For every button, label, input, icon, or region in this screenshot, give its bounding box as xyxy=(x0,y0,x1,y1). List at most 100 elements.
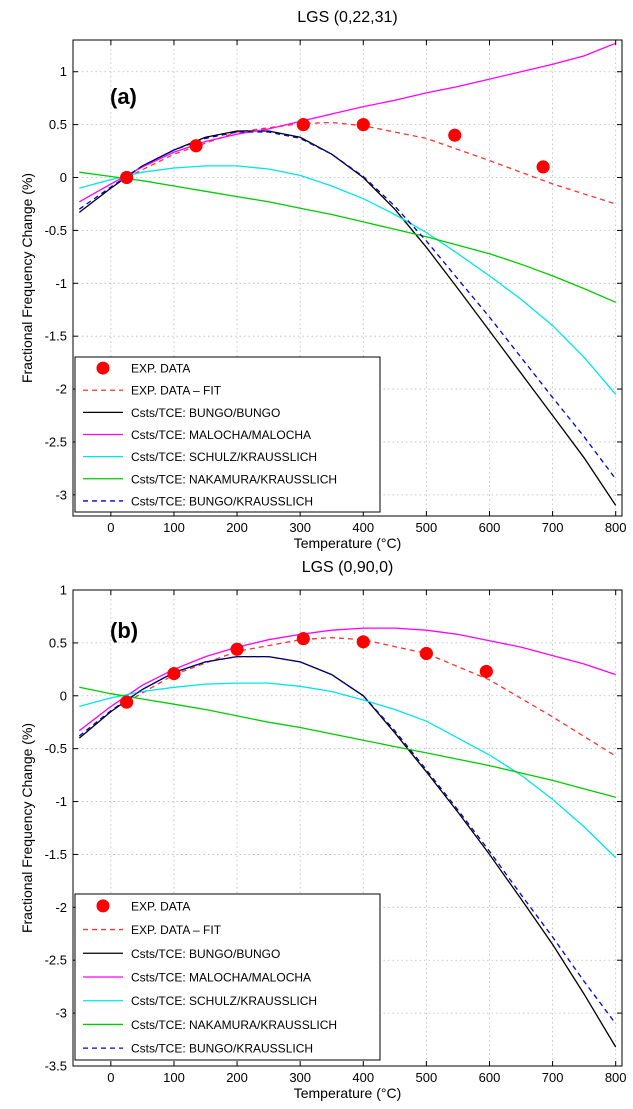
legend-item: EXP. DATA – FIT xyxy=(83,923,222,937)
data-point xyxy=(296,632,310,646)
series-line xyxy=(79,171,616,303)
legend-box xyxy=(74,356,381,513)
y-tick-label: -1.5 xyxy=(45,329,67,344)
series-line xyxy=(78,42,616,203)
data-point xyxy=(448,128,462,142)
x-tick-label: 300 xyxy=(289,520,311,535)
chart-title: LGS (0,90,0) xyxy=(302,559,394,576)
data-point xyxy=(120,171,134,185)
y-tick-label: -2 xyxy=(55,382,67,397)
x-tick-label: 500 xyxy=(416,520,438,535)
legend-label: Csts/TCE: NAKAMURA/KRAUSSLICH xyxy=(131,1018,337,1032)
legend-item: Csts/TCE: SCHULZ/KRAUSSLICH xyxy=(83,994,317,1008)
y-tick-label: 1 xyxy=(60,583,67,598)
legend-label: Csts/TCE: SCHULZ/KRAUSSLICH xyxy=(131,994,317,1008)
legend-item: Csts/TCE: NAKAMURA/KRAUSSLICH xyxy=(83,1018,337,1032)
data-point xyxy=(479,664,493,678)
legend-item: Csts/TCE: BUNGO/KRAUSSLICH xyxy=(83,494,313,508)
data-point xyxy=(356,118,370,132)
chart-title: LGS (0,22,31) xyxy=(297,9,398,26)
legend-label: Csts/TCE: BUNGO/KRAUSSLICH xyxy=(131,1042,313,1056)
x-axis-label: Temperature (°C) xyxy=(294,1085,402,1101)
legend-item: Csts/TCE: NAKAMURA/KRAUSSLICH xyxy=(83,472,337,486)
series-line xyxy=(78,130,617,506)
x-tick-label: 0 xyxy=(107,520,114,535)
legend-item: EXP. DATA xyxy=(96,361,190,376)
legend-item: EXP. DATA xyxy=(96,899,190,913)
legend-item: EXP. DATA – FIT xyxy=(83,384,222,398)
panel-label: (a) xyxy=(110,84,137,109)
data-point xyxy=(356,635,370,649)
legend-item: Csts/TCE: BUNGO/BUNGO xyxy=(83,406,280,420)
legend-marker xyxy=(96,899,110,913)
legend-label: Csts/TCE: MALOCHA/MALOCHA xyxy=(131,428,311,442)
x-tick-label: 200 xyxy=(226,1070,248,1085)
plot-frame xyxy=(72,589,623,1067)
data-point xyxy=(536,160,550,174)
legend-marker xyxy=(96,361,110,375)
y-tick-label: -1.5 xyxy=(45,847,67,862)
y-axis-label: Fractional Frequency Change (%) xyxy=(19,723,35,933)
legend-label: EXP. DATA xyxy=(131,362,190,376)
legend-item: Csts/TCE: MALOCHA/MALOCHA xyxy=(83,971,311,985)
x-tick-label: 100 xyxy=(163,520,185,535)
legend-box xyxy=(74,893,381,1061)
y-tick-label: 0.5 xyxy=(49,117,67,132)
y-tick-label: -3 xyxy=(55,1006,67,1021)
y-tick-label: 0 xyxy=(60,170,67,185)
x-tick-label: 500 xyxy=(416,1070,438,1085)
series-line xyxy=(79,682,617,859)
panel-label: (b) xyxy=(110,618,138,643)
y-tick-label: -1 xyxy=(55,794,67,809)
legend-item: Csts/TCE: BUNGO/BUNGO xyxy=(83,947,280,961)
y-tick-label: -0.5 xyxy=(45,223,67,238)
legend-item: Csts/TCE: SCHULZ/KRAUSSLICH xyxy=(83,450,317,464)
legend-item: Csts/TCE: MALOCHA/MALOCHA xyxy=(83,428,311,442)
x-tick-label: 700 xyxy=(542,520,564,535)
plot-frame xyxy=(72,39,623,517)
x-tick-label: 400 xyxy=(352,1070,374,1085)
y-tick-label: -3.5 xyxy=(45,1059,67,1074)
chart-panel-b: 0 100 200 300 400 500 600 700 800 1 0.5 0 -0.5 -1 -1.5… xyxy=(19,559,627,1101)
data-point xyxy=(296,118,310,132)
x-tick-label: 300 xyxy=(289,1070,311,1085)
y-tick-label: 1 xyxy=(60,64,67,79)
legend-label: EXP. DATA – FIT xyxy=(131,384,222,398)
y-tick-label: 0 xyxy=(60,688,67,703)
y-axis-label: Fractional Frequency Change (%) xyxy=(19,173,35,383)
x-tick-label: 100 xyxy=(163,1070,185,1085)
series-line xyxy=(126,636,617,757)
y-tick-label: -3 xyxy=(55,487,67,502)
y-tick-label: -2 xyxy=(55,900,67,915)
legend: EXP. DATA EXP. DATA – FIT Csts/TCE: BUNGO/… xyxy=(74,356,381,513)
x-tick-label: 200 xyxy=(226,520,248,535)
legend-label: Csts/TCE: SCHULZ/KRAUSSLICH xyxy=(131,450,317,464)
data-point xyxy=(419,646,433,660)
legend-label: Csts/TCE: MALOCHA/MALOCHA xyxy=(131,971,311,985)
series-line xyxy=(79,165,617,395)
x-tick-label: 800 xyxy=(605,520,627,535)
data-point xyxy=(189,139,203,153)
x-tick-label: 800 xyxy=(605,1070,627,1085)
legend-item: Csts/TCE: BUNGO/KRAUSSLICH xyxy=(83,1042,313,1056)
y-tick-label: -1 xyxy=(55,276,67,291)
y-tick-label: -2.5 xyxy=(45,953,67,968)
legend-label: EXP. DATA – FIT xyxy=(131,923,222,937)
y-tick-label: 0.5 xyxy=(49,635,67,650)
data-point xyxy=(167,667,181,681)
series-line xyxy=(79,686,616,798)
x-tick-label: 600 xyxy=(479,520,501,535)
x-tick-label: 700 xyxy=(542,1070,564,1085)
legend-label: EXP. DATA xyxy=(131,899,190,913)
x-tick-label: 600 xyxy=(479,1070,501,1085)
data-point xyxy=(230,642,244,656)
legend-label: Csts/TCE: BUNGO/BUNGO xyxy=(131,406,280,420)
legend-label: Csts/TCE: BUNGO/BUNGO xyxy=(131,947,280,961)
x-tick-label: 400 xyxy=(352,520,374,535)
y-tick-label: -0.5 xyxy=(45,741,67,756)
x-axis-label: Temperature (°C) xyxy=(294,535,402,551)
legend-label: Csts/TCE: BUNGO/KRAUSSLICH xyxy=(131,494,313,508)
chart-panel-a: 0 100 200 300 400 500 600 700 800 1 0.5 0 -0.5 -1 -1.5… xyxy=(19,9,627,551)
legend-label: Csts/TCE: NAKAMURA/KRAUSSLICH xyxy=(131,472,337,486)
